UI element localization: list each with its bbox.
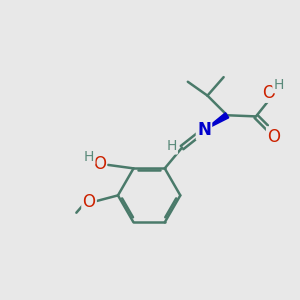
Text: H: H — [167, 140, 177, 153]
Text: O: O — [267, 128, 280, 146]
Text: N: N — [197, 121, 211, 139]
Text: H: H — [84, 150, 94, 164]
Text: O: O — [93, 155, 106, 173]
Text: O: O — [262, 84, 275, 102]
Text: O: O — [82, 193, 96, 211]
Polygon shape — [204, 113, 229, 130]
Text: H: H — [273, 78, 284, 92]
